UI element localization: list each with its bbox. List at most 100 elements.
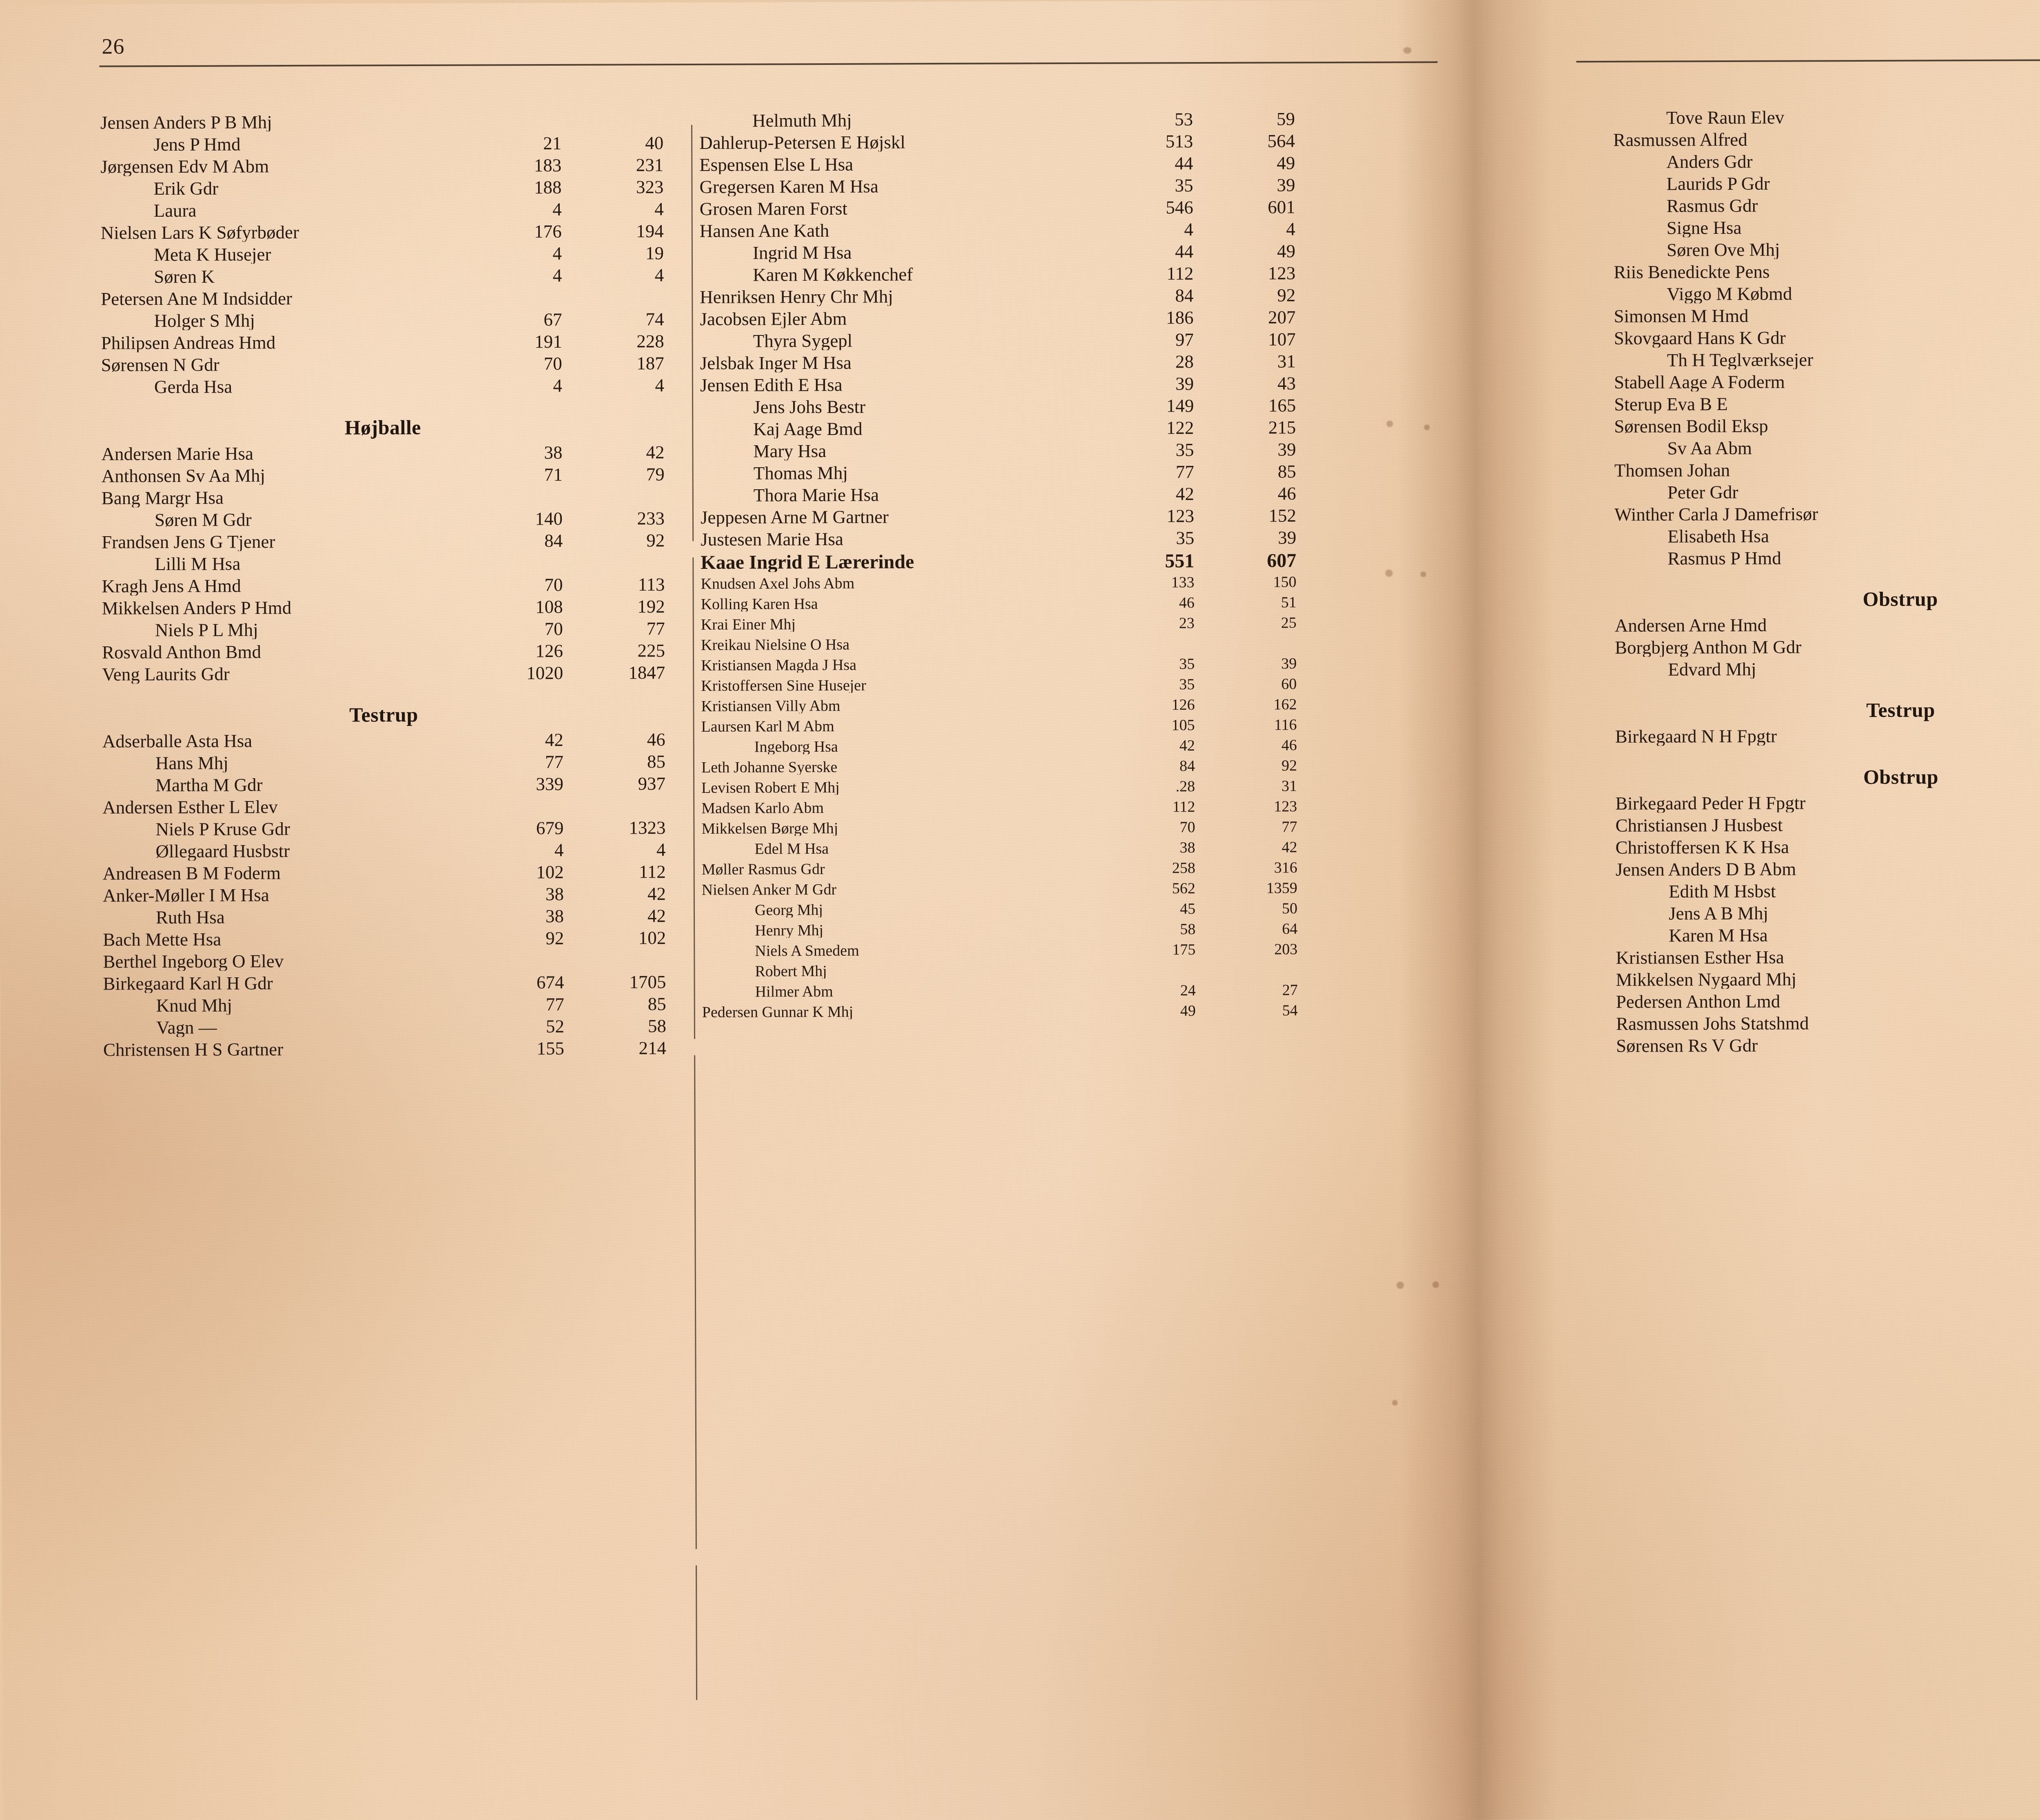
entry-value-second: 102: [564, 929, 666, 948]
entry-name: Sørensen N Gdr: [101, 355, 468, 375]
directory-entry-row: Nielsen Lars K Søfyrbøder176194: [101, 222, 664, 246]
entry-value-second: 607: [1194, 550, 1296, 570]
entry-value-first: 231: [1989, 262, 2040, 280]
entry-name: Karen M Hsa: [1616, 926, 1991, 945]
entry-name: Mikkelsen Børge Mhj: [701, 819, 1101, 836]
entry-value-second: 123: [1195, 798, 1297, 814]
directory-entry-row: Jensen Anders D B Abm3943: [1616, 859, 2040, 882]
entry-name: Dahlerup-Petersen E Højskl: [699, 133, 1099, 152]
entry-value-first: 1532: [1989, 350, 2040, 368]
entry-value-first: 42: [470, 731, 563, 750]
entry-value-second: 194: [562, 222, 664, 241]
directory-entry-row: Veng Laurits Gdr10201847: [102, 664, 665, 687]
section-heading: Obstrup: [1615, 748, 2040, 794]
entry-name: Espensen Else L Hsa: [699, 155, 1099, 174]
entry-value-first: 677: [1990, 637, 2040, 656]
entry-name: Rosvald Anthon Bmd: [102, 642, 469, 662]
entry-value-second: 46: [1195, 737, 1297, 753]
directory-entry-row: Niels P L Mhj7077: [102, 619, 665, 643]
entry-name: Simonsen M Hmd: [1614, 306, 1989, 326]
entry-value-second: 43: [1194, 374, 1296, 393]
directory-entry-row: Thyra Sygepl97107: [700, 330, 1296, 354]
directory-entry-row: Niels A Smedem175203: [702, 941, 1297, 963]
entry-value-first: 674: [470, 973, 564, 992]
entry-value-first: 35: [1100, 441, 1194, 459]
entry-name: Jeppesen Arne M Gartner: [701, 507, 1100, 527]
entry-name: Skovgaard Hans K Gdr: [1614, 328, 1989, 348]
directory-entry-row: Søren M Gdr140233: [102, 509, 665, 533]
entry-value-first: 52: [1989, 416, 2040, 435]
directory-entry-row: Birkegaard Karl H Gdr6741705: [103, 973, 666, 997]
directory-entry-row: Gregersen Karen M Hsa3539: [699, 176, 1295, 200]
entry-name: Veng Laurits Gdr: [102, 664, 469, 684]
directory-entry-row: Andersen Marie Hsa3842: [101, 443, 664, 467]
entry-value-second: 49: [1193, 154, 1295, 173]
entry-value-first: 233: [1989, 173, 2040, 192]
directory-entry-row: Laura44: [101, 200, 664, 224]
entry-name: Erik Gdr: [100, 179, 468, 198]
directory-entry-row: Bang Margr Hsa: [102, 487, 665, 511]
entry-value-second: 19: [562, 244, 664, 263]
entry-name: Adserballe Asta Hsa: [102, 731, 470, 751]
entry-value-first: 24: [1102, 982, 1196, 998]
entry-name: Christiansen J Husbest: [1615, 815, 1991, 835]
entry-name: Jensen Edith E Hsa: [700, 375, 1100, 395]
directory-entry-row: Birkegaard N H Fpgtr167184: [1615, 726, 2040, 749]
directory-entry-row: Jørgensen Edv M Abm183231: [100, 156, 663, 180]
entry-value-second: [563, 568, 665, 569]
directory-entry-row: Kristiansen Magda J Hsa3539: [701, 655, 1297, 678]
entry-value-first: 38: [470, 885, 564, 904]
entry-name: Nielsen Anker M Gdr: [702, 881, 1102, 897]
directory-entry-row: Møller Rasmus Gdr258316: [702, 859, 1297, 882]
entry-value-first: 98: [1991, 1013, 2040, 1032]
directory-entry-row: Winther Carla J Damefrisør2528: [1614, 504, 2040, 527]
directory-entry-row: Petersen Ane M Indsidder: [101, 288, 664, 312]
entry-value-second: 77: [1195, 819, 1297, 835]
entry-name: Borgbjerg Anthon M Gdr: [1615, 637, 1990, 657]
entry-value-second: 233: [563, 509, 665, 528]
entry-name: Laurids P Gdr: [1613, 174, 1989, 193]
entry-name: Gregersen Karen M Hsa: [699, 177, 1099, 196]
directory-entry-row: Thora Marie Hsa4246: [701, 484, 1296, 508]
directory-entry-row: Lilli M Hsa: [102, 553, 665, 577]
entry-name: Edel M Hsa: [701, 840, 1101, 857]
directory-entry-row: Madsen Karlo Abm112123: [701, 798, 1297, 821]
entry-value-first: 44: [1099, 154, 1193, 173]
entry-value-first: 70: [468, 355, 562, 373]
entry-value-second: 937: [563, 775, 665, 793]
entry-value-second: 51: [1195, 594, 1297, 610]
directory-entry-row: Andersen Arne Hmd108251: [1615, 615, 2040, 638]
entry-name: Niels A Smedem: [702, 942, 1102, 959]
entry-value-first: 155: [470, 1039, 564, 1058]
entry-name: Mikkelsen Anders P Hmd: [102, 598, 469, 618]
directory-entry-row: Tove Raun Elev: [1613, 107, 2040, 131]
entry-value-first: 77: [1100, 463, 1194, 482]
entry-value-first: 339: [470, 775, 563, 794]
directory-entry-row: Christensen H S Gartner155214: [103, 1039, 666, 1063]
entry-name: Kristiansen Magda J Hsa: [701, 656, 1101, 673]
entry-value-first: 45: [1102, 901, 1195, 917]
entry-value-first: 38: [468, 444, 562, 462]
entry-value-first: 70: [1101, 819, 1195, 835]
directory-entry-row: Frandsen Jens G Tjener8492: [102, 531, 665, 555]
entry-value-first: 73: [1989, 438, 2040, 457]
entry-name: Søren K: [101, 267, 468, 286]
directory-entry-row: Christoffersen K K Hsa3942: [1615, 837, 2040, 860]
entry-value-second: 31: [1194, 352, 1296, 371]
entry-value-second: 192: [563, 597, 665, 616]
directory-entry-row: Andersen Esther L Elev: [102, 797, 665, 820]
entry-name: Kreikau Nielsine O Hsa: [701, 636, 1101, 653]
entry-name: Andersen Esther L Elev: [102, 797, 470, 817]
entry-name: Mikkelsen Nygaard Mhj: [1616, 970, 1991, 989]
entry-value-second: 40: [561, 134, 663, 153]
directory-entry-row: Rasmus Gdr10301950: [1614, 195, 2040, 219]
entry-value-second: 116: [1195, 717, 1297, 732]
entry-value-second: 59: [1193, 110, 1295, 129]
entry-value-first: 140: [469, 510, 563, 528]
entry-value-first: 4: [1100, 220, 1193, 239]
directory-entry-row: Jelsbak Inger M Hsa2831: [700, 352, 1296, 376]
entry-name: Ingeborg Hsa: [701, 738, 1101, 755]
directory-entry-row: Espensen Else L Hsa4449: [699, 154, 1295, 178]
entry-value-first: 122: [1100, 419, 1194, 437]
directory-entry-row: Kreikau Nielsine O Hsa: [701, 635, 1297, 657]
